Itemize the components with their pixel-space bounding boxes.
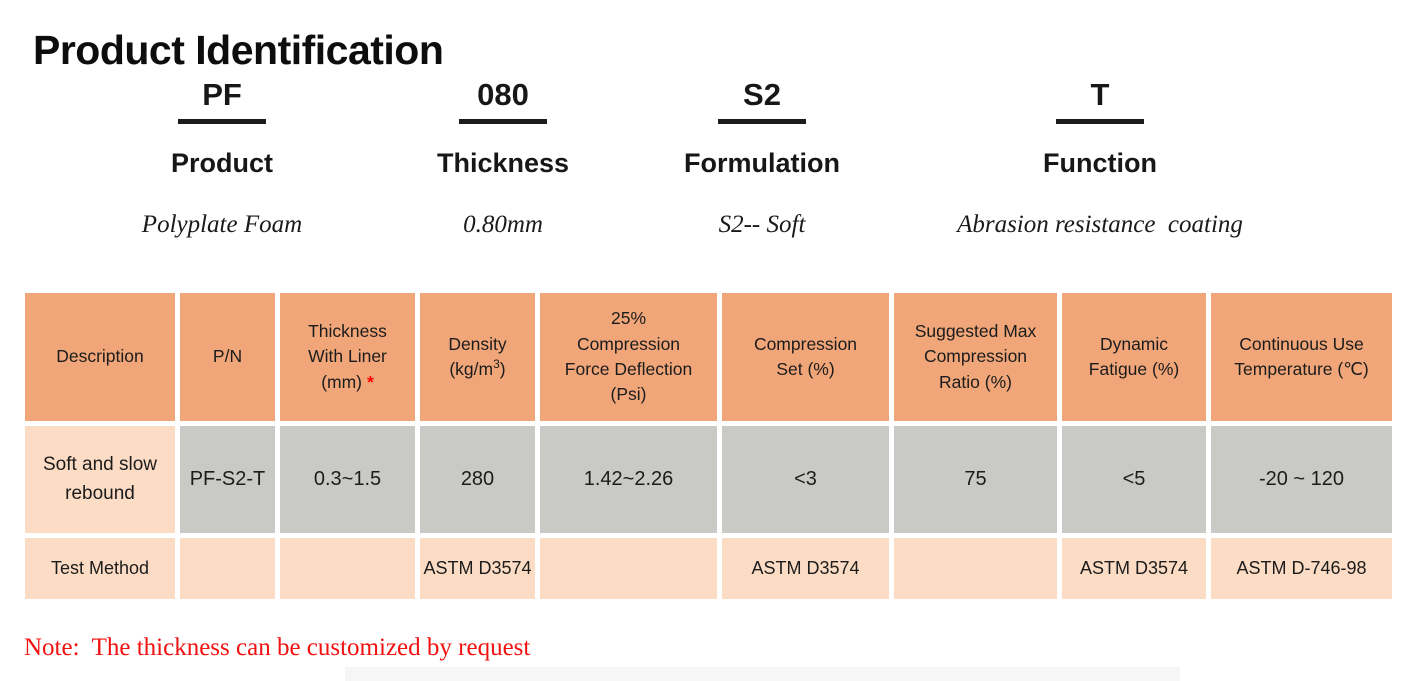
header-density: Density (kg/m3): [420, 293, 535, 421]
cell-test-method-label: Test Method: [25, 538, 175, 599]
code-segment-function: T Function Abrasion resistance coating: [920, 78, 1280, 239]
code-underline: [1056, 119, 1144, 124]
header-dynamic-fatigue: Dynamic Fatigue (%): [1062, 293, 1206, 421]
code-underline: [178, 119, 266, 124]
required-asterisk: *: [367, 371, 374, 392]
test-method-row: Test Method ASTM D3574 ASTM D3574 ASTM D…: [25, 538, 1392, 599]
code-segment-formulation: S2 Formulation S2-- Soft: [622, 78, 902, 239]
code-description-product: Polyplate Foam: [141, 211, 303, 238]
thickness-note: Note: The thickness can be customized by…: [24, 634, 531, 661]
cell-test-compression-set: ASTM D3574: [722, 538, 889, 599]
cell-compression-set: <3: [722, 426, 889, 533]
cell-test-suggested-max: [894, 538, 1057, 599]
code-label-thickness: Thickness: [436, 148, 570, 178]
spec-table: Description P/N Thickness With Liner (mm…: [20, 288, 1397, 604]
cell-pn: PF-S2-T: [180, 426, 275, 533]
code-description-function: Abrasion resistance coating: [957, 211, 1243, 238]
cell-test-pn: [180, 538, 275, 599]
code-description-thickness: 0.80mm: [463, 211, 543, 238]
product-data-row: Soft and slow rebound PF-S2-T 0.3~1.5 28…: [25, 426, 1392, 533]
header-suggested-max-compression-ratio: Suggested Max Compression Ratio (%): [894, 293, 1057, 421]
code-segment-product: PF Product Polyplate Foam: [102, 78, 342, 239]
header-description: Description: [25, 293, 175, 421]
header-compression-set: Compression Set (%): [722, 293, 889, 421]
cell-test-thickness: [280, 538, 415, 599]
cell-thickness: 0.3~1.5: [280, 426, 415, 533]
cell-dynamic-fatigue: <5: [1062, 426, 1206, 533]
code-value-pf: PF: [202, 77, 242, 112]
code-label-formulation: Formulation: [684, 148, 840, 178]
cell-test-cfd: [540, 538, 717, 599]
cell-test-density: ASTM D3574: [420, 538, 535, 599]
code-segment-thickness: 080 Thickness 0.80mm: [383, 78, 623, 239]
header-compression-force-deflection: 25% Compression Force Deflection (Psi): [540, 293, 717, 421]
code-value-t: T: [1090, 77, 1110, 112]
cell-test-dynamic-fatigue: ASTM D3574: [1062, 538, 1206, 599]
code-label-product: Product: [170, 148, 273, 178]
header-pn: P/N: [180, 293, 275, 421]
header-thickness-with-liner: Thickness With Liner (mm) *: [280, 293, 415, 421]
table-header-row: Description P/N Thickness With Liner (mm…: [25, 293, 1392, 421]
code-value-080: 080: [477, 77, 529, 112]
cell-test-continuous-temp: ASTM D-746-98: [1211, 538, 1392, 599]
code-label-function: Function: [1043, 148, 1157, 178]
code-underline: [718, 119, 806, 124]
code-value-s2: S2: [743, 77, 781, 112]
code-description-formulation: S2-- Soft: [718, 211, 806, 238]
cell-density: 280: [420, 426, 535, 533]
page-title: Product Identification: [33, 27, 444, 74]
bottom-page-band: [345, 667, 1180, 681]
cell-continuous-temp: -20 ~ 120: [1211, 426, 1392, 533]
cell-suggested-max: 75: [894, 426, 1057, 533]
code-underline: [459, 119, 547, 124]
cell-cfd: 1.42~2.26: [540, 426, 717, 533]
cell-description: Soft and slow rebound: [25, 426, 175, 533]
header-continuous-use-temperature: Continuous Use Temperature (℃): [1211, 293, 1392, 421]
superscript-3: 3: [493, 357, 500, 372]
